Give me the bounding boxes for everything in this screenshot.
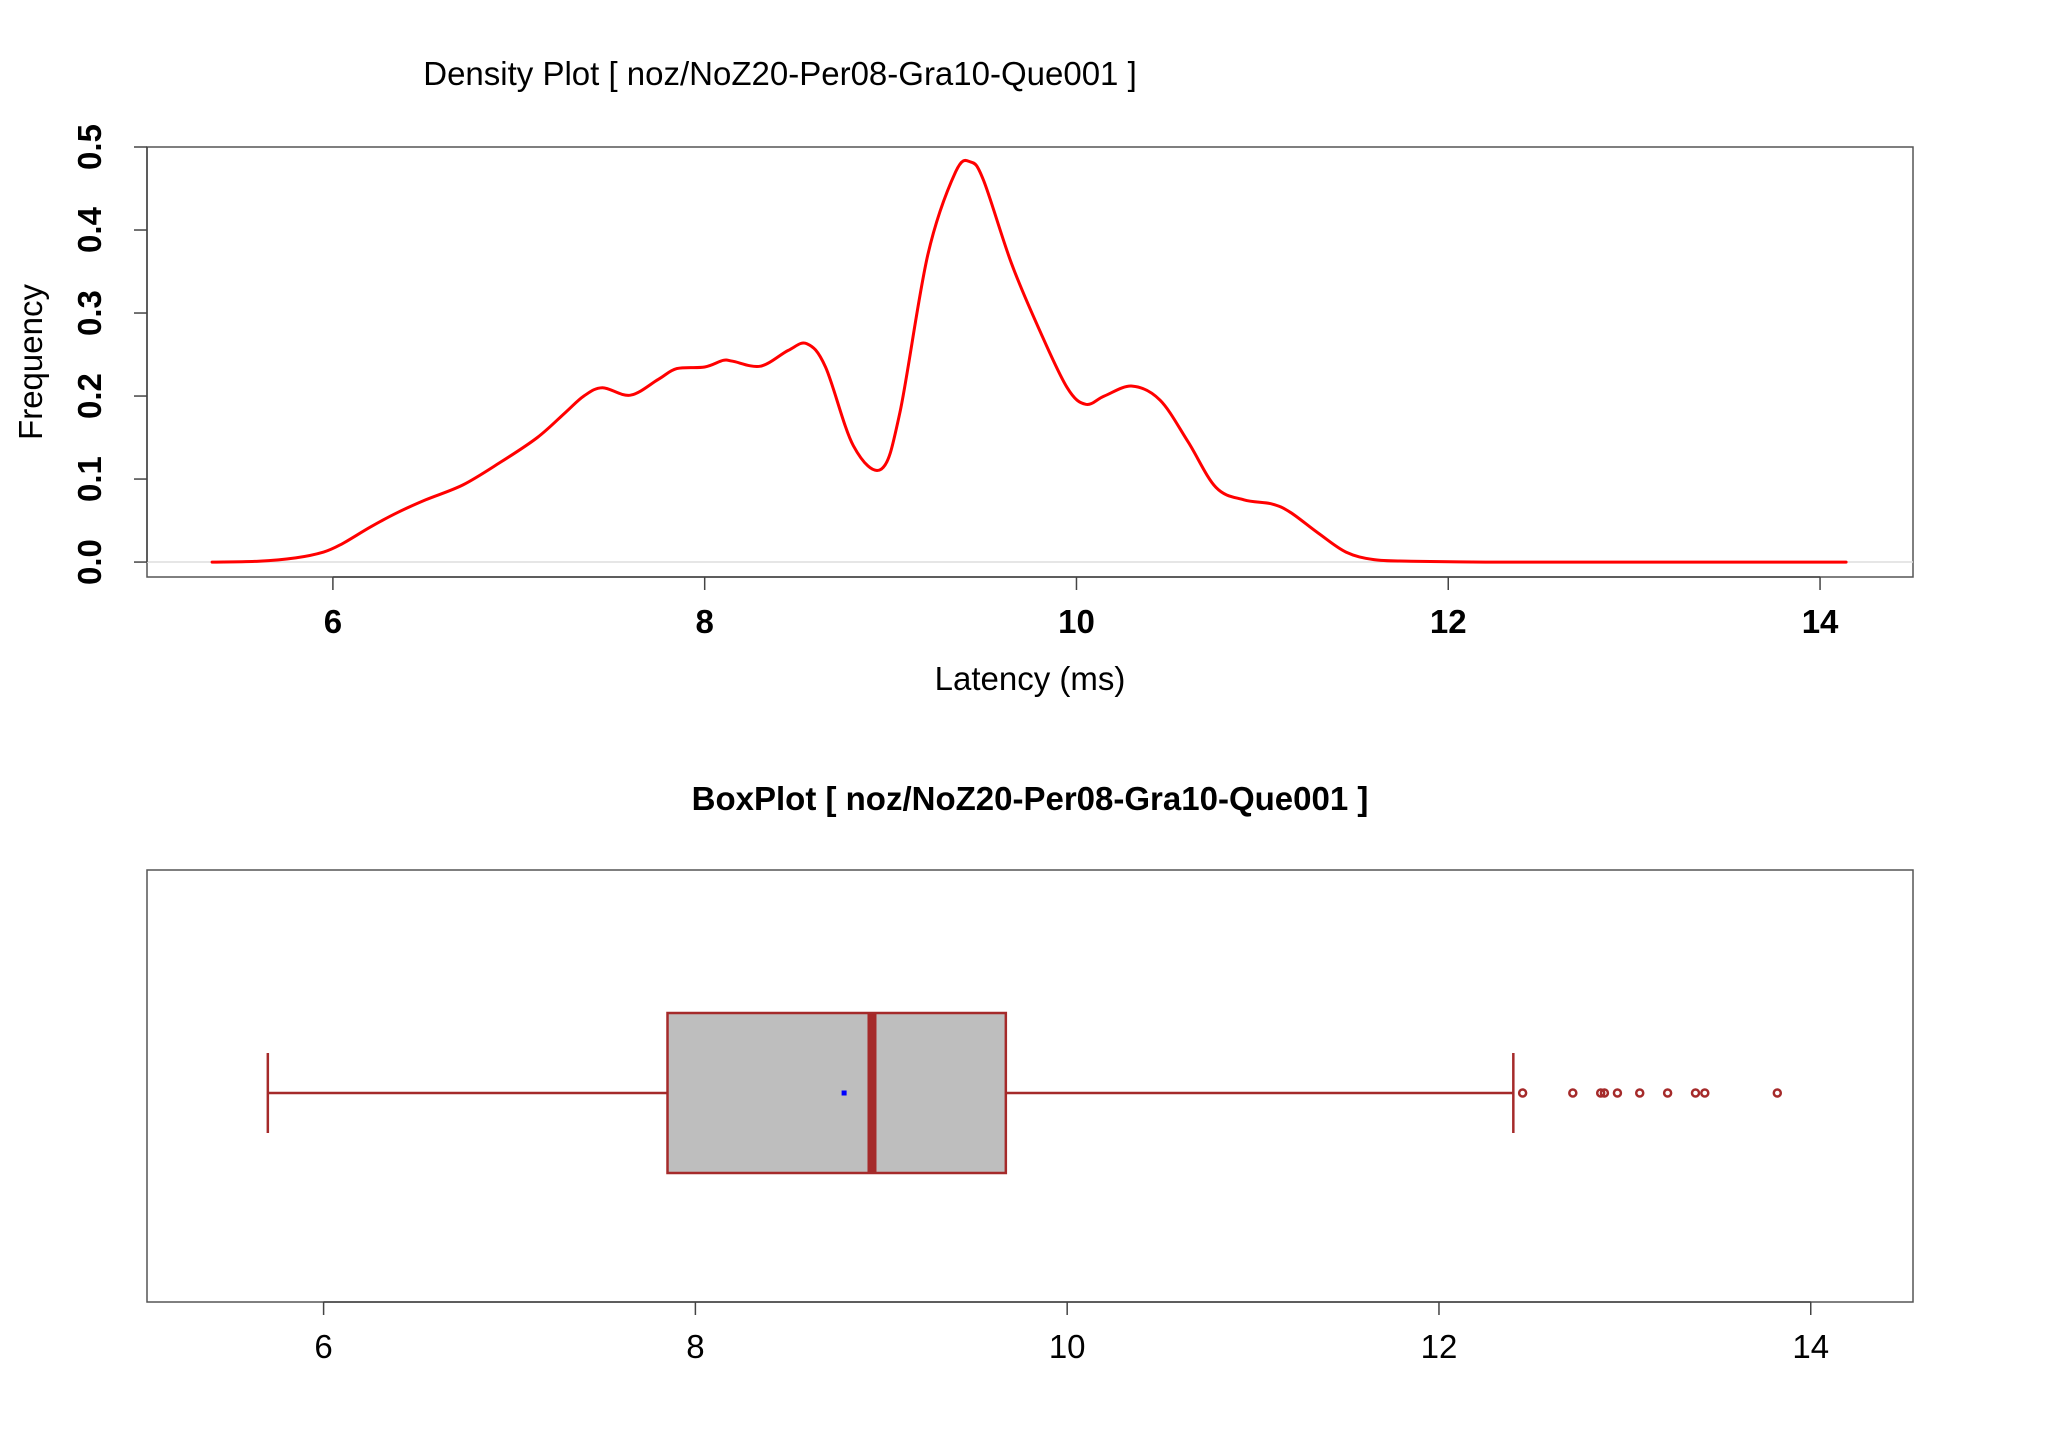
density-y-tick-label: 0.5	[71, 124, 108, 170]
density-x-tick-label: 12	[1430, 603, 1467, 640]
outlier-point	[1690, 1088, 1701, 1098]
density-x-tick-label: 14	[1802, 603, 1839, 640]
density-y-axis: 0.0 0.1 0.2 0.3 0.4 0.5	[71, 124, 148, 585]
density-y-tick-label: 0.1	[71, 456, 108, 502]
mean-marker	[841, 1090, 847, 1096]
density-x-tick-label: 8	[696, 603, 714, 640]
density-title: Density Plot [ noz/NoZ20-Per08-Gra10-Que…	[423, 55, 1137, 92]
density-y-axis-label: Frequency	[12, 284, 49, 440]
outlier-point	[1772, 1088, 1783, 1098]
density-y-tick-label: 0.2	[71, 373, 108, 419]
density-plot-frame	[146, 146, 1914, 578]
density-y-tick-label: 0.4	[71, 206, 108, 253]
outlier-point	[1595, 1088, 1606, 1098]
boxplot-x-axis: 6 8 10 12 14	[314, 1301, 1829, 1365]
density-x-axis: 6 8 10 12 14	[324, 576, 1839, 640]
boxplot-title: BoxPlot [ noz/NoZ20-Per08-Gra10-Que001 ]	[692, 780, 1369, 817]
box-plot: BoxPlot [ noz/NoZ20-Per08-Gra10-Que001 ]…	[146, 780, 1914, 1365]
density-y-tick-label: 0.0	[71, 539, 108, 585]
outlier-point	[1612, 1088, 1623, 1098]
boxplot-x-tick-label: 10	[1049, 1328, 1086, 1365]
outlier-point	[1662, 1088, 1673, 1098]
outlier-point	[1517, 1088, 1528, 1098]
outlier-point	[1700, 1088, 1710, 1098]
density-x-tick-label: 10	[1058, 603, 1095, 640]
density-plot: Density Plot [ noz/NoZ20-Per08-Gra10-Que…	[12, 55, 1914, 697]
outlier-point	[1599, 1088, 1610, 1098]
boxplot-x-tick-label: 12	[1421, 1328, 1458, 1365]
density-y-tick-label: 0.3	[71, 290, 108, 336]
boxplot-x-tick-label: 8	[686, 1328, 704, 1365]
boxplot-frame	[146, 869, 1914, 1303]
interquartile-box	[666, 1011, 1008, 1175]
density-x-tick-label: 6	[324, 603, 342, 640]
boxplot-x-tick-label: 6	[314, 1328, 332, 1365]
outlier-point	[1634, 1088, 1645, 1098]
density-series-line	[210, 158, 1848, 564]
outlier-point	[1568, 1088, 1578, 1098]
density-x-axis-label: Latency (ms)	[935, 660, 1126, 697]
boxplot-x-tick-label: 14	[1792, 1328, 1829, 1365]
boxplot-marks	[266, 1011, 1783, 1175]
